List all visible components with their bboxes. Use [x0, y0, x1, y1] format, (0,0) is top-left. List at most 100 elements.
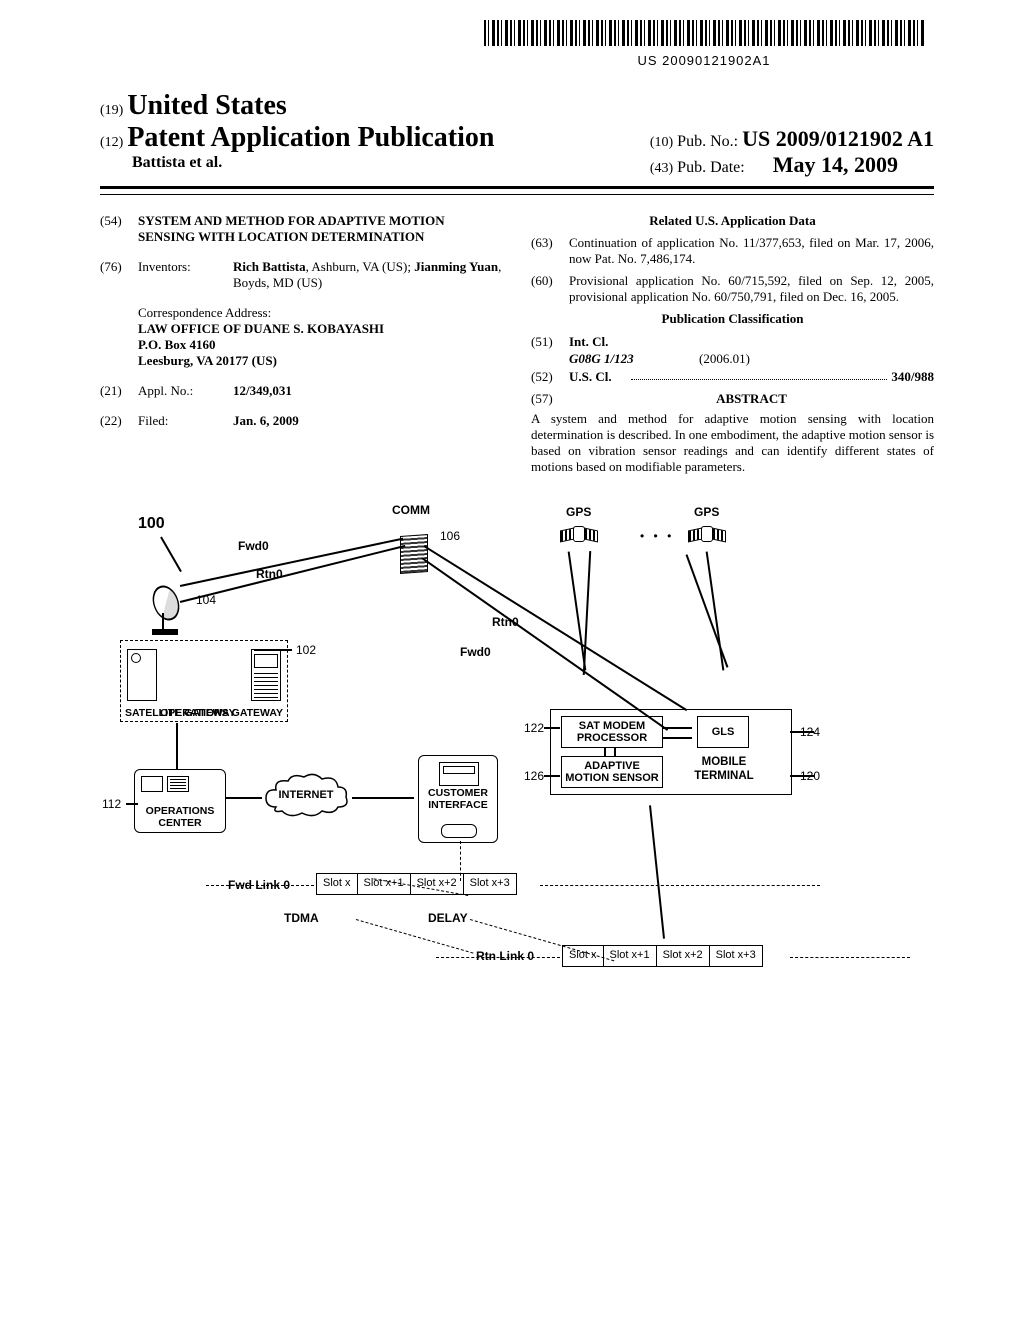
gps-label-1: GPS — [566, 505, 591, 519]
comm-label: COMM — [392, 503, 430, 517]
related-60-text: Provisional application No. 60/715,592, … — [569, 273, 934, 305]
slot-cell: Slot x+2 — [411, 873, 464, 895]
link-ops-gateway — [176, 723, 178, 769]
gps-ellipsis: • • • — [640, 529, 674, 543]
inner-arrow — [604, 747, 606, 757]
leader-122 — [544, 727, 560, 729]
arrow-100 — [160, 537, 182, 573]
fwd0-label-2: Fwd0 — [460, 645, 491, 659]
barcode-block: US 20090121902A1 — [484, 20, 924, 68]
field-21-number: (21) — [100, 383, 138, 399]
inventors-value: Rich Battista, Ashburn, VA (US); Jianmin… — [233, 259, 503, 291]
field-19-number: (19) — [100, 103, 123, 118]
inner-arrow — [614, 747, 616, 757]
leader-126 — [544, 775, 560, 777]
invention-title: SYSTEM AND METHOD FOR ADAPTIVE MOTION SE… — [138, 213, 503, 245]
inventors-label: Inventors: — [138, 259, 233, 291]
gps-satellite-icon — [690, 523, 720, 545]
document-type: Patent Application Publication — [127, 122, 494, 153]
publication-number: US 2009/0121902 A1 — [742, 126, 934, 151]
slot-cell: Slot x+2 — [657, 945, 710, 967]
server-icon — [127, 649, 157, 701]
slot-cell: Slot x+1 — [604, 945, 657, 967]
slot-cell: Slot x+1 — [358, 873, 411, 895]
ref-104: 104 — [196, 593, 216, 607]
intcl-year: (2006.01) — [699, 351, 750, 367]
pubno-label: Pub. No.: — [677, 133, 738, 150]
correspondence-line3: Leesburg, VA 20177 (US) — [138, 353, 503, 369]
dashline — [206, 885, 314, 886]
intcl-code: G08G 1/123 — [569, 351, 699, 367]
field-43-number: (43) — [650, 161, 673, 176]
gps-signal-line — [583, 551, 591, 675]
field-52-number: (52) — [531, 369, 569, 385]
dashline — [790, 957, 910, 958]
rtn-link-label: Rtn Link 0 — [476, 949, 534, 963]
uscl-label: U.S. Cl. — [569, 369, 627, 385]
abstract-label: ABSTRACT — [569, 391, 934, 407]
barcode-text: US 20090121902A1 — [484, 53, 924, 68]
gps-signal-line — [686, 554, 729, 667]
leader-112 — [126, 803, 138, 805]
leader-124 — [790, 731, 814, 733]
uscl-leader-dots — [631, 369, 887, 380]
internet-cloud: INTERNET — [262, 773, 350, 819]
link-line — [424, 545, 688, 711]
leader-120 — [790, 775, 814, 777]
inventor-2-name: Jianming Yuan — [414, 259, 498, 274]
right-column: Related U.S. Application Data (63) Conti… — [531, 213, 934, 475]
related-63-text: Continuation of application No. 11/377,6… — [569, 235, 934, 267]
author-line: Battista et al. — [132, 154, 494, 172]
patent-header: (19) United States (12) Patent Applicati… — [100, 90, 934, 195]
sat-modem-label: SAT MODEM PROCESSOR — [561, 716, 663, 748]
figure-1: 100 COMM 106 Fwd0 Rtn0 Fwd0 Rtn0 104 SAT… — [100, 515, 920, 1035]
gateway-box-102: SATELLITE GATEWAY OPERATIONS GATEWAY — [120, 640, 288, 722]
fwd-slot-row: Slot x Slot x+1 Slot x+2 Slot x+3 — [316, 873, 517, 895]
server-small-icon — [439, 762, 479, 786]
inner-arrow — [662, 737, 692, 739]
slot-cell: Slot x — [562, 945, 604, 967]
rtn-slot-row: Slot x Slot x+1 Slot x+2 Slot x+3 — [562, 945, 763, 967]
gps-satellite-icon — [562, 523, 592, 545]
field-54-number: (54) — [100, 213, 138, 245]
rack-icon — [251, 649, 281, 701]
operations-center-label: OPERATIONS CENTER — [139, 806, 221, 829]
barcode-graphic — [484, 20, 924, 46]
field-63-number: (63) — [531, 235, 569, 267]
slot-cell: Slot x+3 — [710, 945, 763, 967]
customer-interface-label: CUSTOMER INTERFACE — [421, 788, 495, 811]
customer-interface-box: CUSTOMER INTERFACE — [418, 755, 498, 843]
inventor-1-name: Rich Battista — [233, 259, 306, 274]
keyboard-small-icon — [441, 824, 477, 838]
internet-label: INTERNET — [262, 789, 350, 801]
inner-arrow — [662, 727, 692, 729]
link-ops-cloud — [226, 797, 262, 799]
fwd0-label-1: Fwd0 — [238, 539, 269, 553]
related-heading: Related U.S. Application Data — [531, 213, 934, 229]
field-22-number: (22) — [100, 413, 138, 429]
correspondence-line2: P.O. Box 4160 — [138, 337, 503, 353]
ref-106: 106 — [440, 529, 460, 543]
filed-value: Jan. 6, 2009 — [233, 413, 503, 429]
operations-center-box: OPERATIONS CENTER — [134, 769, 226, 833]
field-10-number: (10) — [650, 135, 673, 150]
ref-112: 112 — [102, 797, 121, 811]
mobile-terminal-label: MOBILE TERMINAL — [685, 756, 763, 784]
link-cloud-ci — [352, 797, 414, 799]
operations-gateway-label: OPERATIONS GATEWAY — [160, 708, 283, 720]
dashline — [436, 957, 560, 958]
appl-no-value: 12/349,031 — [233, 383, 503, 399]
tdma-label: TDMA — [284, 911, 319, 925]
ref-126: 126 — [524, 769, 544, 783]
field-12-number: (12) — [100, 135, 123, 150]
gps-label-2: GPS — [694, 505, 719, 519]
field-57-number: (57) — [531, 391, 569, 407]
ref-100: 100 — [138, 515, 165, 533]
field-60-number: (60) — [531, 273, 569, 305]
field-51-number: (51) — [531, 333, 569, 351]
link-line — [180, 538, 403, 587]
publication-date: May 14, 2009 — [773, 152, 898, 177]
mobile-terminal-box: SAT MODEM PROCESSOR GLS ADAPTIVE MOTION … — [550, 709, 792, 795]
left-column: (54) SYSTEM AND METHOD FOR ADAPTIVE MOTI… — [100, 213, 503, 475]
country: United States — [127, 90, 286, 121]
